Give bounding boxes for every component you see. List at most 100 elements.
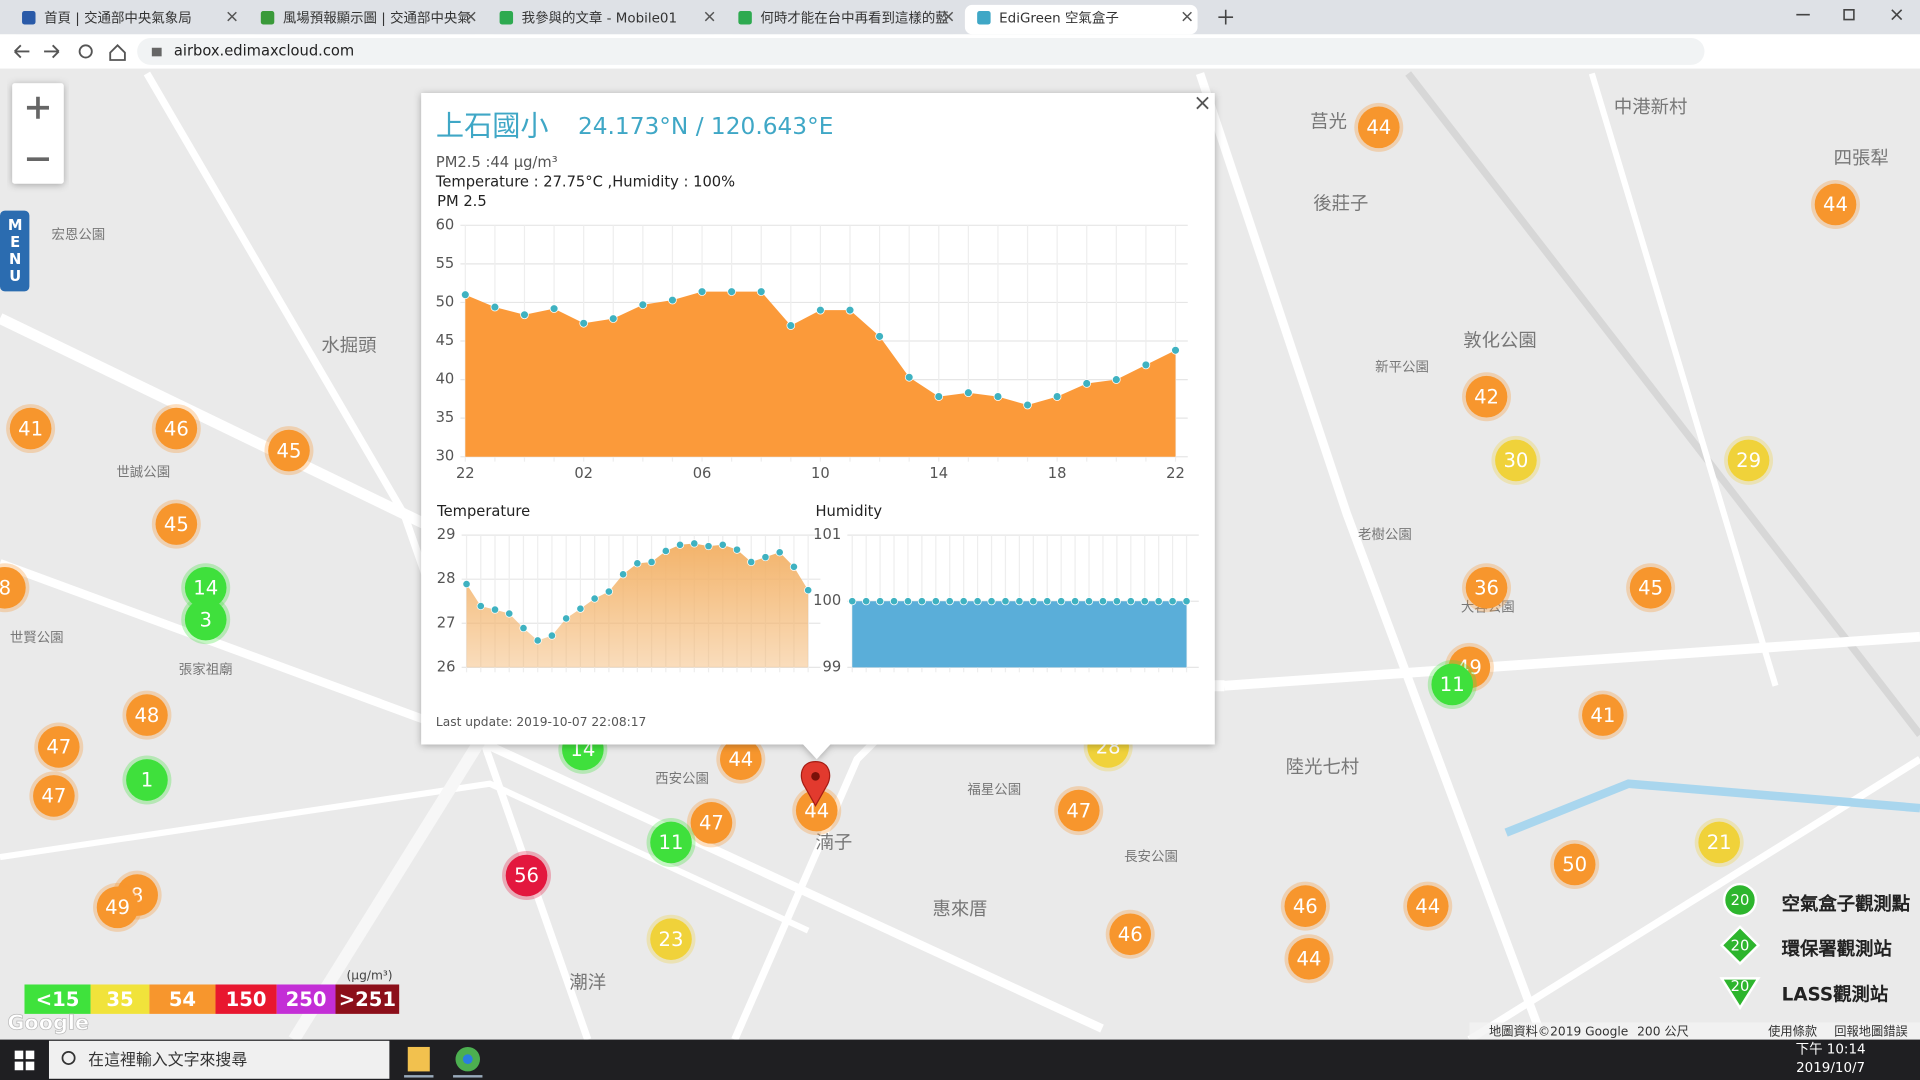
point bbox=[461, 290, 470, 300]
marker[interactable] bbox=[795, 789, 838, 832]
marker[interactable] bbox=[1057, 789, 1100, 832]
marker[interactable] bbox=[1727, 439, 1770, 482]
tab-close[interactable] bbox=[466, 11, 476, 22]
marker[interactable] bbox=[96, 886, 139, 929]
marker[interactable] bbox=[1629, 566, 1672, 609]
marker[interactable] bbox=[37, 726, 80, 768]
start-button[interactable] bbox=[14, 1050, 35, 1071]
point bbox=[862, 597, 871, 606]
clock-time: 下午 10:14 bbox=[1796, 1041, 1866, 1057]
tab-close[interactable] bbox=[943, 11, 954, 22]
marker-value: 46 bbox=[1293, 895, 1318, 918]
marker[interactable] bbox=[650, 918, 692, 960]
legend-label: 150 bbox=[226, 988, 267, 1011]
point bbox=[718, 540, 727, 549]
pin-dot bbox=[811, 772, 820, 781]
last-update: Last update: 2019-10-07 22:08:17 bbox=[436, 715, 646, 729]
marker[interactable] bbox=[1465, 566, 1508, 609]
marker[interactable] bbox=[1431, 663, 1474, 706]
point bbox=[1001, 597, 1010, 606]
marker-value: 47 bbox=[41, 785, 66, 808]
y-tick-label: 101 bbox=[813, 526, 841, 543]
marker[interactable] bbox=[268, 429, 310, 472]
marker-value: 45 bbox=[1638, 576, 1663, 599]
tab-close[interactable] bbox=[227, 11, 237, 22]
marker-value: 11 bbox=[1440, 673, 1465, 696]
place-label: 福星公園 bbox=[967, 782, 1021, 798]
legend-swatch bbox=[149, 984, 216, 1014]
address-bar[interactable] bbox=[137, 37, 1705, 65]
tab-icon bbox=[22, 11, 36, 25]
marker[interactable] bbox=[155, 503, 198, 545]
marker[interactable] bbox=[1357, 106, 1400, 149]
marker[interactable] bbox=[126, 759, 168, 801]
env-reading: Temperature : 27.75°C ,Humidity : 100% bbox=[435, 173, 735, 190]
marker[interactable] bbox=[1109, 913, 1152, 956]
marker[interactable] bbox=[720, 738, 762, 780]
legend-unit: (μg/m³) bbox=[347, 968, 393, 982]
menu-button[interactable] bbox=[0, 210, 30, 292]
tab[interactable] bbox=[248, 4, 482, 35]
chart-title: PM 2.5 bbox=[437, 193, 487, 210]
legend-swatch bbox=[335, 984, 400, 1014]
point bbox=[676, 540, 685, 549]
point bbox=[704, 542, 713, 551]
marker[interactable] bbox=[0, 566, 26, 609]
point bbox=[1182, 597, 1191, 606]
tab-close[interactable] bbox=[704, 11, 715, 22]
marker-value: 14 bbox=[193, 576, 218, 599]
tab[interactable] bbox=[9, 4, 243, 35]
chart-title: Humidity bbox=[816, 503, 883, 520]
reload[interactable] bbox=[78, 44, 93, 59]
marker[interactable] bbox=[184, 566, 227, 609]
marker[interactable] bbox=[1553, 843, 1596, 886]
app-explorer[interactable] bbox=[407, 1046, 430, 1072]
marker[interactable] bbox=[1284, 885, 1327, 927]
point bbox=[732, 545, 742, 554]
map-footer-texts: 地圖資料©2019 Google 200 公尺 使用條款 回報地圖錯誤 bbox=[1489, 1024, 1908, 1039]
home[interactable] bbox=[109, 44, 126, 61]
marker[interactable] bbox=[1288, 937, 1330, 980]
place-label: 四張犁 bbox=[1834, 148, 1889, 169]
marker-value: 50 bbox=[1562, 853, 1587, 876]
marker[interactable] bbox=[9, 407, 52, 450]
marker[interactable] bbox=[505, 854, 548, 897]
marker[interactable] bbox=[1582, 694, 1624, 736]
legend-label: 54 bbox=[169, 988, 196, 1011]
zoom-control[interactable] bbox=[12, 83, 64, 184]
station-icon-value: 20 bbox=[1731, 892, 1750, 909]
marker[interactable] bbox=[1495, 439, 1537, 482]
marker[interactable] bbox=[126, 694, 168, 736]
marker-value: 8 bbox=[0, 576, 11, 599]
marker[interactable] bbox=[184, 598, 227, 641]
popup-close[interactable]: × bbox=[1193, 91, 1211, 116]
marker[interactable] bbox=[1814, 183, 1857, 226]
marker[interactable] bbox=[690, 802, 733, 844]
point bbox=[1057, 597, 1066, 606]
point bbox=[1141, 360, 1151, 370]
info-popup: × 上石國小 24.173°N / 120.643°E PM2.5 :44 µg… bbox=[421, 91, 1215, 760]
y-tick-label: 55 bbox=[436, 255, 455, 272]
marker[interactable] bbox=[1698, 821, 1740, 864]
tab[interactable] bbox=[487, 4, 720, 35]
marker[interactable] bbox=[155, 407, 198, 450]
marker[interactable] bbox=[1465, 375, 1508, 418]
nav-buttons[interactable] bbox=[14, 44, 60, 59]
y-tick-label: 28 bbox=[437, 570, 456, 587]
marker-value: 45 bbox=[277, 439, 302, 462]
place-label: 後莊子 bbox=[1313, 193, 1368, 214]
marker[interactable] bbox=[1406, 885, 1449, 927]
point bbox=[756, 287, 766, 296]
tab[interactable] bbox=[726, 4, 959, 35]
google-logo: Google bbox=[7, 1011, 89, 1035]
search-box[interactable] bbox=[48, 1040, 390, 1079]
y-tick-label: 50 bbox=[436, 293, 455, 310]
marker[interactable] bbox=[650, 821, 692, 864]
map-footer bbox=[1469, 1022, 1920, 1040]
tab-close[interactable] bbox=[1182, 11, 1192, 22]
tab[interactable] bbox=[964, 4, 1198, 35]
marker[interactable] bbox=[33, 775, 75, 817]
point bbox=[727, 287, 736, 296]
place-label: 潮洋 bbox=[569, 972, 606, 993]
place-label: 老樹公園 bbox=[1358, 527, 1412, 543]
